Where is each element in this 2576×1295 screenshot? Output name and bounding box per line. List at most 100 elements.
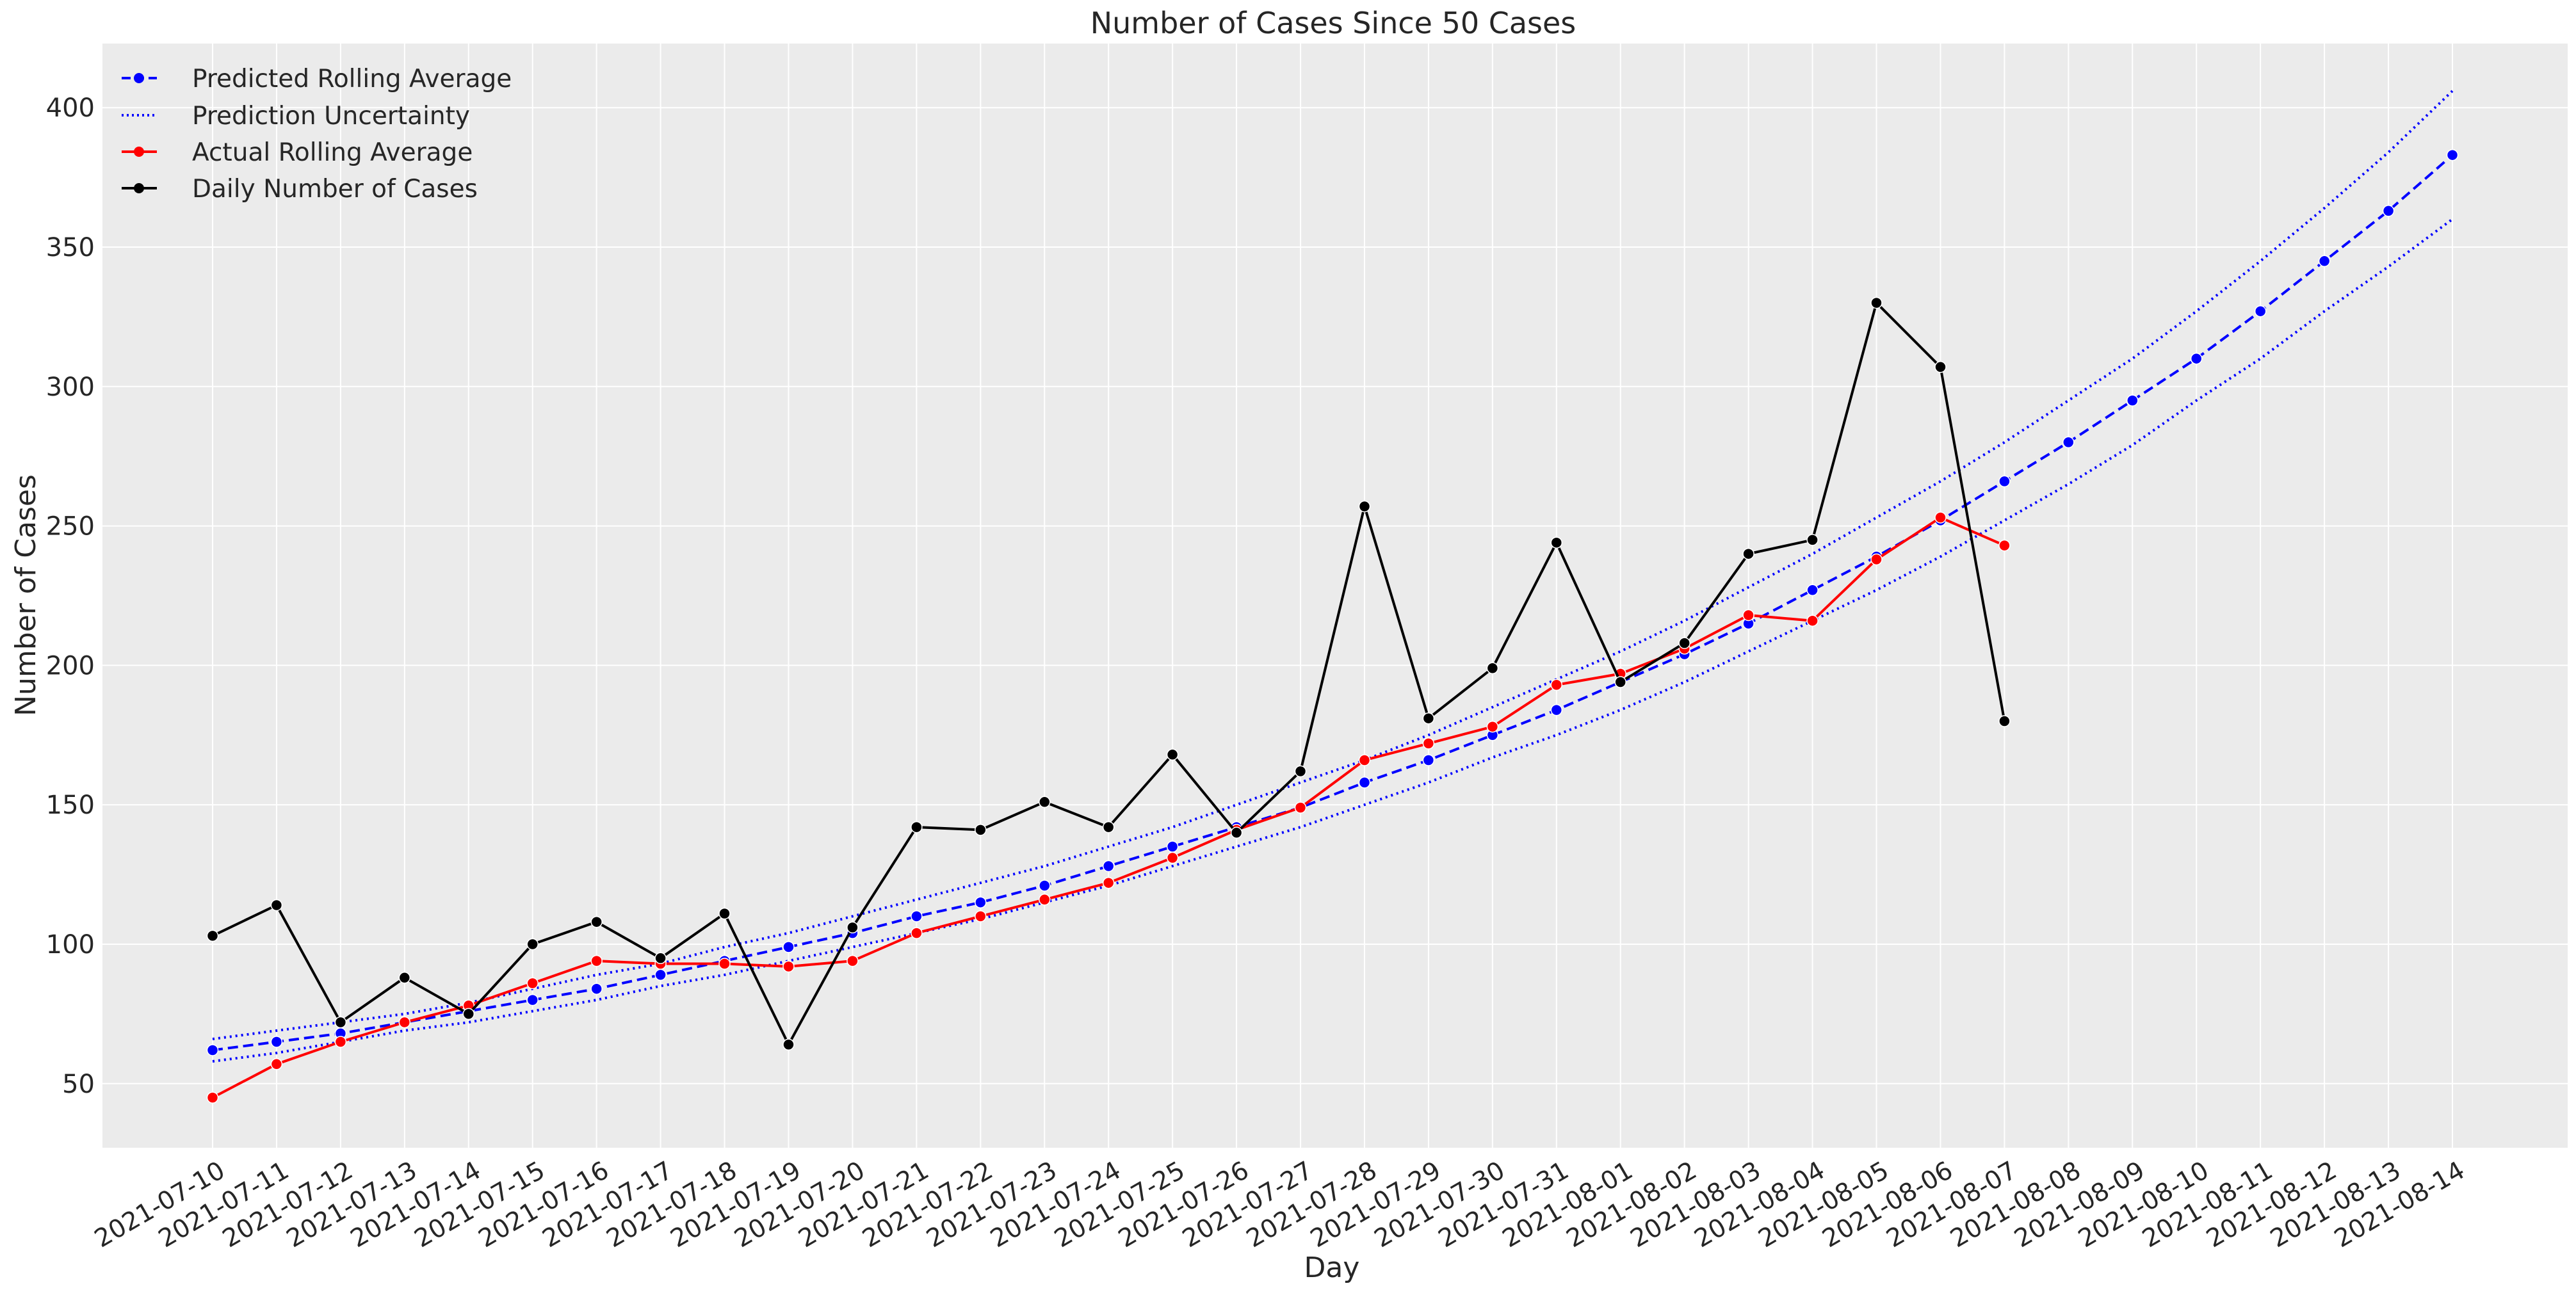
data-point — [1422, 754, 1435, 766]
data-point — [462, 1008, 475, 1020]
data-point — [1422, 712, 1435, 725]
data-point — [2446, 149, 2459, 161]
data-point — [2382, 205, 2395, 217]
data-point — [1422, 737, 1435, 750]
y-tick-label: 150 — [46, 791, 95, 820]
data-point — [1870, 553, 1883, 566]
data-point — [1998, 475, 2011, 488]
data-point — [1614, 676, 1626, 688]
data-point — [1742, 609, 1754, 622]
y-tick-label: 350 — [46, 233, 95, 262]
data-point — [526, 938, 539, 951]
data-point — [1102, 860, 1115, 873]
data-point — [654, 952, 667, 965]
data-point — [2062, 436, 2075, 449]
y-tick-label: 400 — [46, 93, 95, 123]
data-point — [975, 910, 987, 922]
data-point — [526, 993, 539, 1006]
series-layer — [206, 90, 2459, 1104]
data-point — [206, 1091, 219, 1104]
legend-item-actual: Actual Rolling Average — [122, 138, 473, 167]
data-point — [975, 824, 987, 836]
legend-label-uncertainty: Prediction Uncertainty — [192, 102, 470, 131]
data-point — [782, 960, 795, 973]
data-point — [1806, 534, 1819, 546]
data-point — [1486, 662, 1499, 675]
data-point — [1039, 894, 1051, 906]
data-point — [334, 1016, 347, 1029]
chart-title: Number of Cases Since 50 Cases — [1090, 6, 1576, 40]
data-point — [1166, 841, 1179, 853]
data-point — [1550, 704, 1563, 716]
data-point — [1102, 821, 1115, 833]
data-point — [1550, 536, 1563, 549]
data-point — [1358, 500, 1371, 513]
legend: Predicted Rolling Average Prediction Unc… — [122, 65, 512, 204]
data-point — [1358, 776, 1371, 789]
x-tick-labels: 2021-07-102021-07-112021-07-122021-07-13… — [90, 1156, 2470, 1253]
data-point — [1039, 880, 1051, 892]
y-tick-label: 100 — [46, 930, 95, 960]
legend-item-uncertainty: Prediction Uncertainty — [122, 102, 470, 131]
data-point — [398, 1016, 411, 1029]
data-point — [911, 910, 923, 922]
data-point — [2254, 305, 2267, 318]
y-tick-label: 300 — [46, 373, 95, 402]
data-point — [718, 958, 731, 970]
series-line — [212, 154, 2454, 1052]
data-point — [1294, 801, 1307, 814]
series-2 — [212, 218, 2454, 1063]
series-line — [212, 218, 2454, 1063]
y-tick-label: 200 — [46, 651, 95, 680]
data-point — [1294, 765, 1307, 778]
data-point — [782, 941, 795, 953]
data-point — [1550, 679, 1563, 691]
data-point — [782, 1038, 795, 1051]
data-point — [1806, 615, 1819, 627]
series-line — [212, 90, 2454, 1041]
data-point — [206, 929, 219, 942]
data-point — [398, 972, 411, 984]
data-point — [975, 896, 987, 908]
legend-label-predicted: Predicted Rolling Average — [192, 65, 512, 93]
data-point — [590, 915, 603, 928]
data-point — [1230, 826, 1243, 839]
data-point — [1166, 851, 1179, 864]
data-point — [206, 1044, 219, 1056]
data-point — [2190, 352, 2203, 365]
data-point — [590, 983, 603, 995]
data-point — [1998, 715, 2011, 727]
series-3 — [206, 511, 2011, 1104]
data-point — [911, 927, 923, 939]
y-tick-label: 50 — [62, 1070, 95, 1099]
data-point — [2318, 255, 2331, 268]
legend-label-actual: Actual Rolling Average — [192, 138, 473, 167]
series-1 — [212, 90, 2454, 1041]
data-point — [911, 821, 923, 833]
data-point — [270, 1058, 283, 1070]
data-point — [1486, 720, 1499, 733]
y-tick-label: 250 — [46, 512, 95, 542]
data-point — [334, 1036, 347, 1048]
legend-item-daily: Daily Number of Cases — [122, 175, 478, 204]
legend-item-predicted: Predicted Rolling Average — [122, 65, 512, 93]
data-point — [1039, 796, 1051, 808]
data-point — [847, 921, 859, 934]
data-point — [1870, 296, 1883, 309]
data-point — [1742, 547, 1754, 560]
data-point — [270, 1036, 283, 1048]
data-point — [1166, 748, 1179, 761]
data-point — [270, 899, 283, 912]
data-point — [1806, 584, 1819, 597]
data-point — [526, 977, 539, 990]
y-axis-label: Number of Cases — [10, 474, 42, 716]
grid — [102, 44, 2568, 1148]
data-point — [1102, 876, 1115, 889]
data-point — [847, 954, 859, 967]
data-point — [1934, 511, 1947, 524]
legend-label-daily: Daily Number of Cases — [192, 175, 478, 204]
plot-area — [102, 44, 2568, 1148]
data-point — [1934, 361, 1947, 373]
y-tick-labels: 50 100 150 200 250 300 350 400 — [46, 93, 95, 1099]
